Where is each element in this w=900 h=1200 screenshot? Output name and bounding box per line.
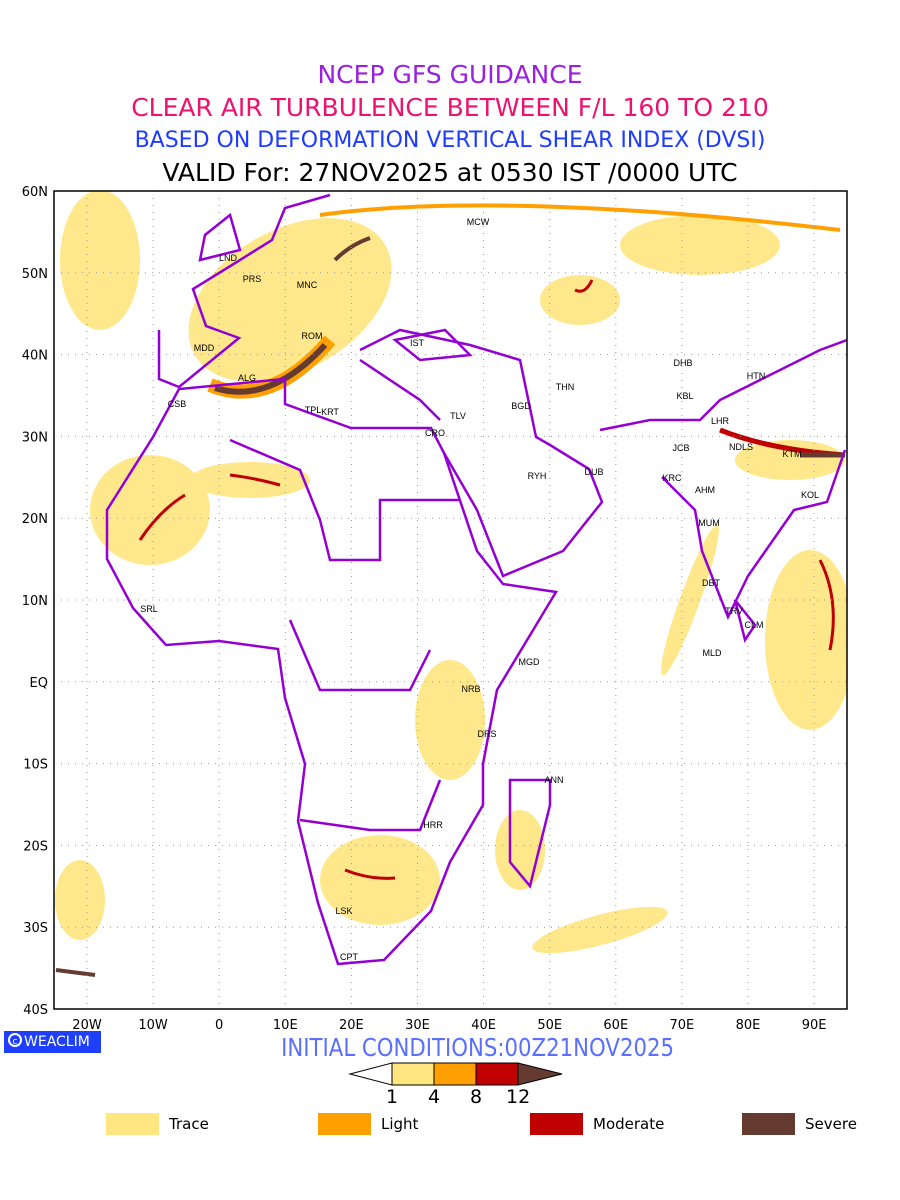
station-label-mdd: MDD <box>194 343 215 353</box>
station-label-lhr: LHR <box>711 416 730 426</box>
station-label-cro: CRO <box>425 428 445 438</box>
station-label-prs: PRS <box>243 274 262 284</box>
lon-label: 70E <box>670 1018 695 1033</box>
station-label-srl: SRL <box>140 604 158 614</box>
station-label-hrr: HRR <box>423 820 443 830</box>
lon-label: 0 <box>215 1018 223 1033</box>
map-frame <box>53 190 848 1010</box>
lon-label: 60E <box>603 1018 628 1033</box>
station-label-dhb: DHB <box>673 358 692 368</box>
station-label-ryh: RYH <box>528 471 547 481</box>
station-label-alg: ALG <box>238 373 256 383</box>
lon-label: 40E <box>471 1018 496 1033</box>
station-label-mnc: MNC <box>297 280 318 290</box>
colorbar-below-1 <box>348 1062 393 1086</box>
colorbar <box>348 1062 563 1086</box>
initial-conditions: INITIAL CONDITIONS:00Z21NOV2025 <box>281 1033 675 1062</box>
station-label-krt: KRT <box>321 407 339 417</box>
title-method: BASED ON DEFORMATION VERTICAL SHEAR INDE… <box>134 128 766 153</box>
colorbar-tick-4: 4 <box>428 1086 441 1108</box>
lat-label: 10N <box>22 594 48 609</box>
turbulence-field <box>55 191 847 977</box>
station-label-ndls: NDLS <box>729 442 753 452</box>
legend-label-severe: Severe <box>805 1115 857 1133</box>
lon-label: 20W <box>72 1018 102 1033</box>
longitude-labels: 20W 10W 0 10E 20E 30E 40E 50E 60E 70E 80E 90E <box>72 1018 826 1033</box>
station-label-rom: ROM <box>302 331 323 341</box>
station-label-kbl: KBL <box>676 391 693 401</box>
station-label-mgd: MGD <box>519 657 540 667</box>
lon-label: 90E <box>802 1018 827 1033</box>
station-label-dub: DUB <box>584 467 603 477</box>
weaclim-logo: c WEACLIM <box>4 1031 101 1053</box>
colorbar-tick-12: 12 <box>506 1086 531 1108</box>
station-label-mum: MUM <box>698 518 720 528</box>
lat-label: 60N <box>22 185 48 200</box>
latitude-labels: 60N 50N 40N 30N 20N 10N EQ 10S 20S 30S 40S <box>22 185 48 1018</box>
title-valid-time: VALID For: 27NOV2025 at 0530 IST /0000 U… <box>162 158 738 187</box>
legend-swatch-moderate <box>530 1113 583 1135</box>
colorbar-moderate <box>475 1062 519 1086</box>
legend-label-light: Light <box>381 1115 419 1133</box>
colorbar-trace <box>391 1062 435 1086</box>
title-product: CLEAR AIR TURBULENCE BETWEEN F/L 160 TO … <box>131 93 769 122</box>
station-label-dbt: DBT <box>702 578 721 588</box>
station-label-kol: KOL <box>801 490 819 500</box>
gridlines <box>54 191 847 1009</box>
legend-label-moderate: Moderate <box>593 1115 665 1133</box>
colorbar-tick-8: 8 <box>470 1086 483 1108</box>
station-label-drs: DRS <box>477 729 496 739</box>
station-label-lsk: LSK <box>335 906 352 916</box>
colorbar-tick-1: 1 <box>386 1086 399 1108</box>
station-label-mcw: MCW <box>467 217 490 227</box>
lon-label: 20E <box>339 1018 364 1033</box>
lon-label: 80E <box>736 1018 761 1033</box>
lon-label: 10E <box>273 1018 298 1033</box>
lon-label: 30E <box>405 1018 430 1033</box>
logo-text: WEACLIM <box>24 1034 90 1050</box>
lat-label: 40N <box>22 349 48 364</box>
lat-label: 30N <box>22 430 48 445</box>
station-label-ist: IST <box>410 338 425 348</box>
lat-label: 30S <box>23 921 48 936</box>
lon-label: 10W <box>138 1018 168 1033</box>
station-label-clm: CLM <box>744 620 763 630</box>
station-label-tpl: TPL <box>305 405 322 415</box>
lat-label: 20N <box>22 512 48 527</box>
copyright-icon: c <box>8 1033 22 1047</box>
lat-label: 40S <box>23 1003 48 1018</box>
lat-label: 50N <box>22 267 48 282</box>
colorbar-severe <box>517 1062 563 1086</box>
station-label-lnd: LND <box>219 253 238 263</box>
station-label-thn: THN <box>556 382 575 392</box>
station-label-trv: TRV <box>725 606 743 616</box>
station-label-mld: MLD <box>702 648 722 658</box>
station-label-krc: KRC <box>662 473 682 483</box>
lat-label: EQ <box>30 676 48 691</box>
legend-swatch-light <box>318 1113 371 1135</box>
lat-label: 20S <box>23 839 48 854</box>
station-label-cpt: CPT <box>340 952 359 962</box>
station-label-ann: ANN <box>544 775 563 785</box>
legend-swatch-severe <box>742 1113 795 1135</box>
station-label-nrb: NRB <box>461 684 480 694</box>
coastlines-borders <box>105 193 847 966</box>
station-label-htn: HTN <box>747 371 766 381</box>
legend-label-trace: Trace <box>169 1115 209 1133</box>
lon-label: 50E <box>537 1018 562 1033</box>
station-label-tlv: TLV <box>450 411 466 421</box>
legend-swatch-trace <box>106 1113 159 1135</box>
station-label-ktm: KTM <box>783 449 802 459</box>
colorbar-light <box>433 1062 477 1086</box>
station-label-jcb: JCB <box>672 443 689 453</box>
station-label-ahm: AHM <box>695 485 715 495</box>
station-labels: MCW LND PRS MNC ROM MDD IST ALG CSB TPL KRT TLV CRO B… <box>140 217 819 962</box>
title-model: NCEP GFS GUIDANCE <box>317 60 583 89</box>
station-label-bgd: BGD <box>511 401 531 411</box>
station-label-csb: CSB <box>168 399 187 409</box>
lat-label: 10S <box>23 758 48 773</box>
